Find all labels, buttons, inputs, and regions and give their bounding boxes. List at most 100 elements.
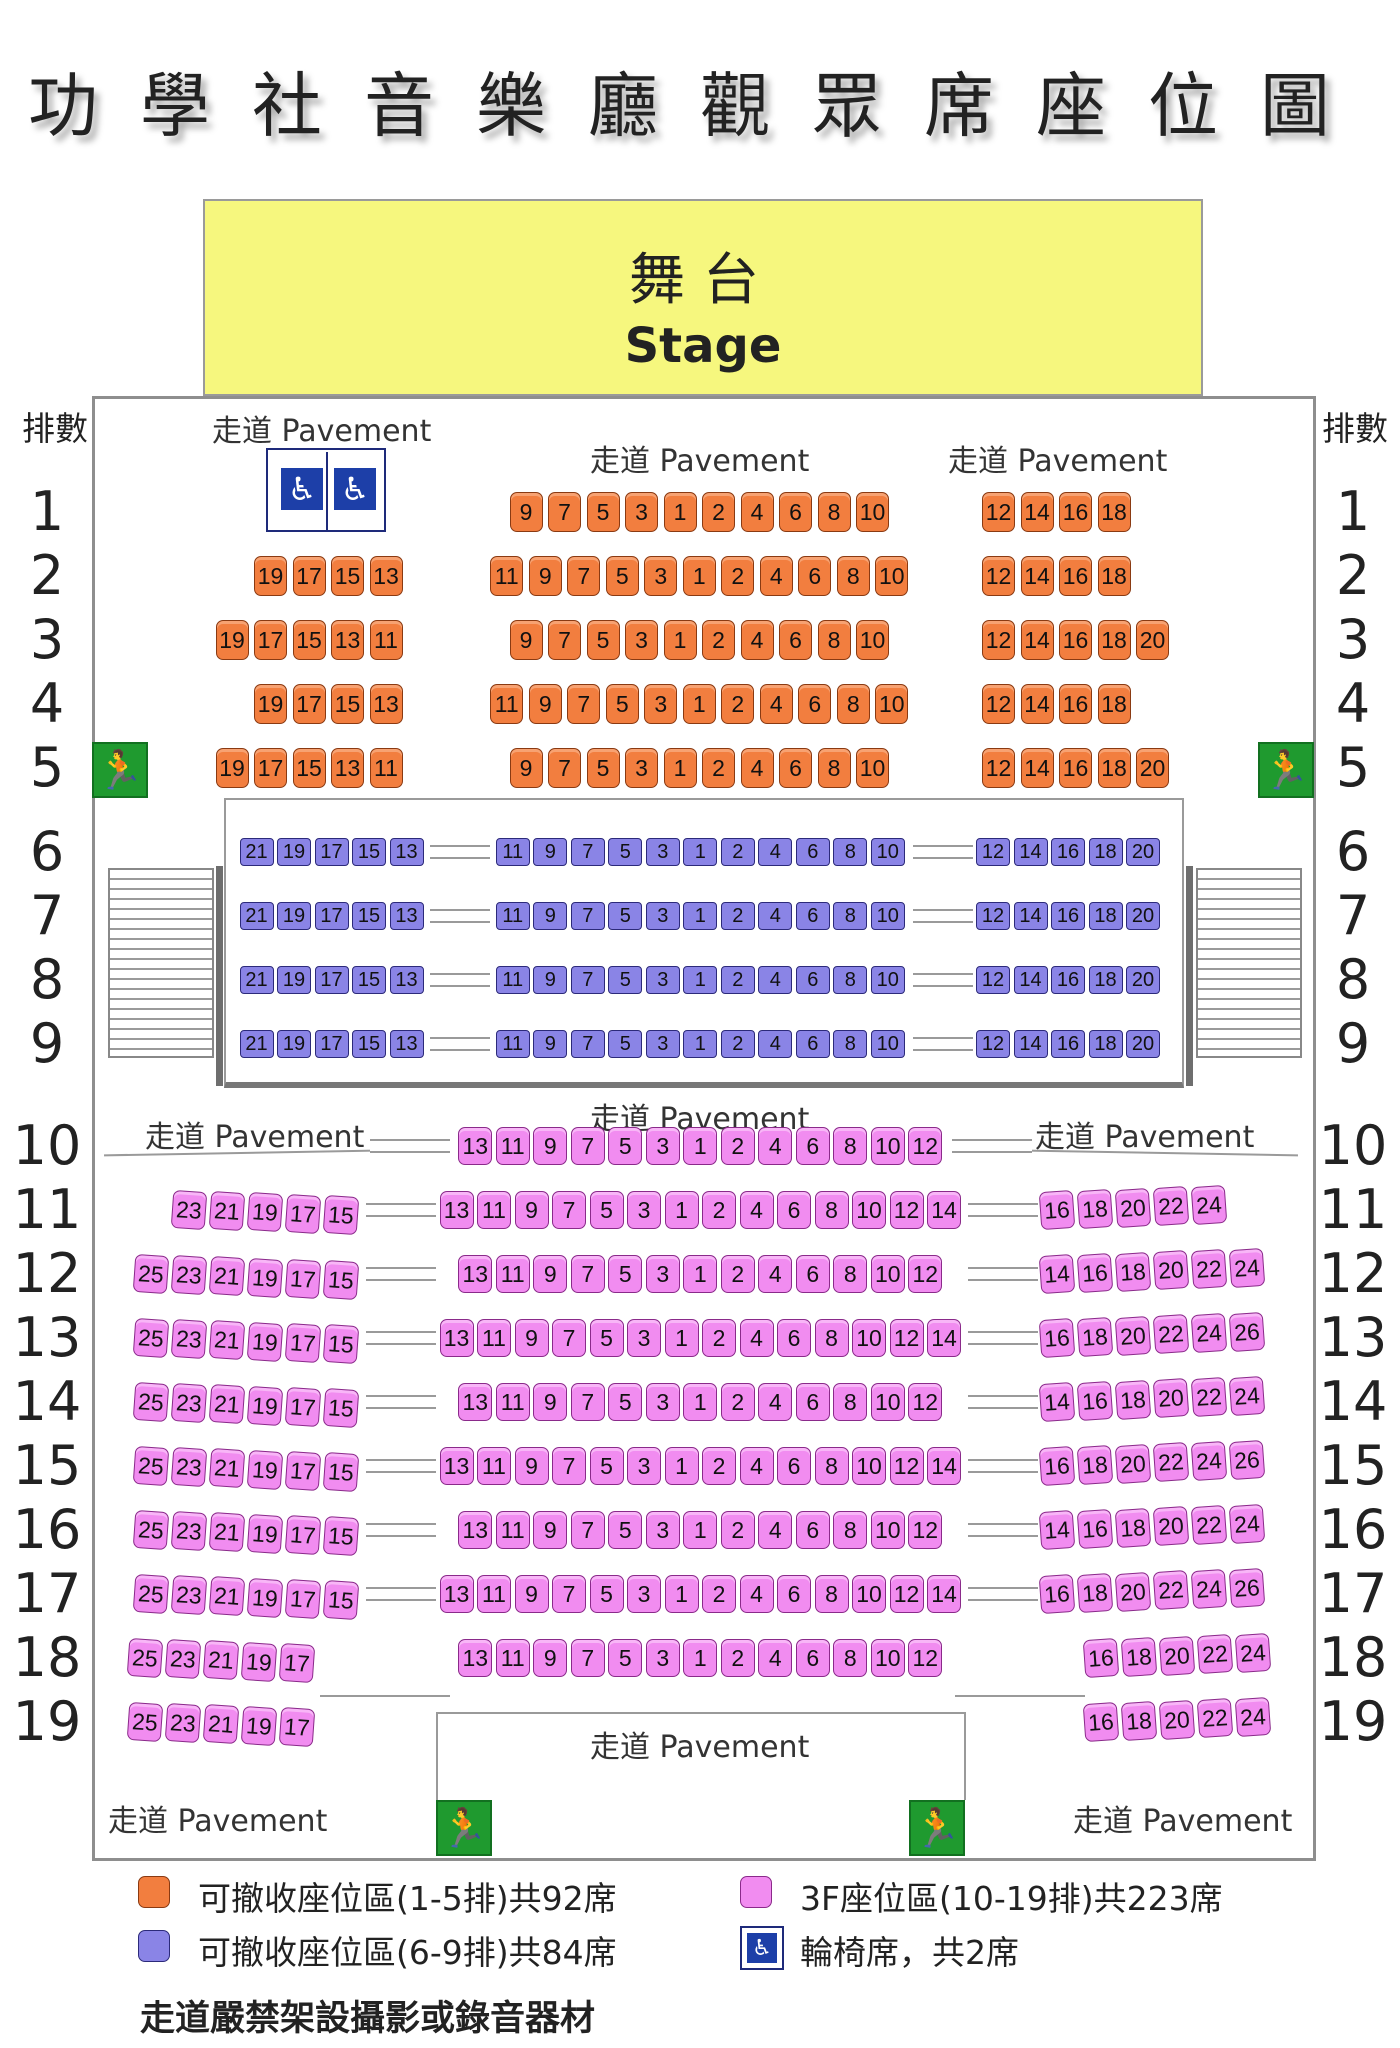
seat[interactable]: 5: [589, 1447, 624, 1485]
seat[interactable]: 24: [1190, 1185, 1228, 1226]
seat[interactable]: 21: [208, 1384, 246, 1425]
seat[interactable]: 13: [369, 684, 403, 724]
seat[interactable]: 17: [278, 1642, 316, 1683]
seat[interactable]: 22: [1190, 1377, 1228, 1418]
seat[interactable]: 14: [1038, 1253, 1076, 1295]
seat[interactable]: 25: [132, 1317, 170, 1359]
seat[interactable]: 13: [458, 1255, 493, 1293]
seat[interactable]: 3: [644, 684, 678, 724]
seat[interactable]: 11: [495, 838, 530, 866]
seat[interactable]: 10: [870, 1255, 905, 1293]
seat[interactable]: 1: [682, 684, 716, 724]
seat[interactable]: 21: [202, 1640, 240, 1681]
seat[interactable]: 9: [509, 492, 543, 532]
seat[interactable]: 6: [798, 556, 832, 596]
seat[interactable]: 17: [284, 1322, 322, 1363]
seat[interactable]: 6: [779, 748, 812, 788]
seat[interactable]: 22: [1152, 1570, 1190, 1611]
seat[interactable]: 11: [477, 1447, 511, 1485]
seat[interactable]: 3: [627, 1319, 661, 1357]
seat[interactable]: 2: [720, 1511, 755, 1549]
seat[interactable]: 1: [663, 620, 697, 660]
seat[interactable]: 2: [720, 1030, 755, 1058]
seat[interactable]: 17: [284, 1193, 322, 1234]
seat[interactable]: 20: [1158, 1699, 1196, 1740]
seat[interactable]: 4: [758, 1030, 793, 1058]
seat[interactable]: 4: [740, 620, 774, 660]
seat[interactable]: 8: [833, 1383, 868, 1421]
seat[interactable]: 16: [1059, 556, 1092, 596]
seat[interactable]: 1: [683, 966, 718, 994]
wheelchair-seating-area[interactable]: ♿ ♿: [266, 448, 386, 532]
seat[interactable]: 6: [777, 1191, 811, 1229]
seat[interactable]: 4: [758, 1639, 793, 1677]
seat[interactable]: 25: [126, 1637, 164, 1679]
seat[interactable]: 21: [208, 1448, 246, 1489]
seat[interactable]: 6: [795, 1127, 830, 1165]
seat[interactable]: 3: [645, 1511, 680, 1549]
seat[interactable]: 2: [721, 684, 755, 724]
seat[interactable]: 14: [927, 1319, 961, 1357]
seat[interactable]: 14: [1020, 556, 1054, 596]
seat[interactable]: 10: [870, 966, 905, 994]
seat[interactable]: 20: [1152, 1378, 1190, 1419]
seat[interactable]: 7: [567, 556, 601, 596]
seat[interactable]: 7: [570, 1030, 605, 1058]
seat[interactable]: 11: [495, 1383, 530, 1421]
seat[interactable]: 11: [369, 620, 403, 660]
seat[interactable]: 3: [645, 966, 680, 994]
seat[interactable]: 13: [458, 1511, 493, 1549]
seat[interactable]: 23: [170, 1255, 208, 1296]
seat[interactable]: 8: [833, 1639, 868, 1677]
seat[interactable]: 2: [702, 748, 735, 788]
seat[interactable]: 2: [720, 1255, 755, 1293]
seat[interactable]: 21: [208, 1256, 246, 1297]
seat[interactable]: 14: [1038, 1381, 1076, 1423]
seat[interactable]: 18: [1097, 748, 1131, 788]
seat[interactable]: 10: [875, 556, 909, 596]
seat[interactable]: 19: [277, 902, 311, 930]
seat[interactable]: 20: [1152, 1250, 1190, 1291]
seat[interactable]: 8: [814, 1191, 849, 1229]
seat[interactable]: 8: [833, 838, 868, 866]
seat[interactable]: 6: [777, 1447, 811, 1485]
seat[interactable]: 7: [552, 1319, 586, 1357]
seat[interactable]: 15: [322, 1323, 360, 1365]
seat[interactable]: 23: [164, 1703, 202, 1744]
seat[interactable]: 25: [126, 1701, 164, 1743]
seat[interactable]: 23: [170, 1511, 208, 1552]
seat[interactable]: 8: [836, 684, 870, 724]
seat[interactable]: 5: [608, 1255, 643, 1293]
seat[interactable]: 12: [976, 1030, 1010, 1058]
seat[interactable]: 21: [239, 966, 274, 994]
seat[interactable]: 13: [439, 1447, 474, 1485]
seat[interactable]: 7: [570, 1511, 605, 1549]
seat[interactable]: 12: [908, 1383, 943, 1421]
seat[interactable]: 1: [682, 556, 716, 596]
seat[interactable]: 17: [254, 620, 287, 660]
seat[interactable]: 19: [240, 1641, 278, 1682]
seat[interactable]: 10: [852, 1191, 886, 1229]
seat[interactable]: 4: [759, 684, 793, 724]
seat[interactable]: 19: [246, 1513, 284, 1554]
seat[interactable]: 18: [1097, 556, 1131, 596]
seat[interactable]: 12: [908, 1639, 943, 1677]
seat[interactable]: 4: [758, 902, 793, 930]
seat[interactable]: 9: [509, 620, 543, 660]
seat[interactable]: 19: [246, 1577, 284, 1618]
seat[interactable]: 18: [1120, 1636, 1158, 1677]
seat[interactable]: 16: [1051, 838, 1085, 866]
seat[interactable]: 2: [702, 492, 735, 532]
seat[interactable]: 20: [1126, 902, 1160, 930]
seat[interactable]: 19: [277, 966, 311, 994]
seat[interactable]: 15: [331, 556, 364, 596]
seat[interactable]: 16: [1051, 966, 1085, 994]
seat[interactable]: 1: [683, 1030, 718, 1058]
seat[interactable]: 12: [889, 1575, 924, 1613]
seat[interactable]: 8: [833, 966, 868, 994]
seat[interactable]: 18: [1097, 684, 1131, 724]
seat[interactable]: 23: [170, 1189, 208, 1231]
seat[interactable]: 20: [1126, 966, 1160, 994]
seat[interactable]: 25: [132, 1509, 170, 1551]
seat[interactable]: 13: [439, 1191, 474, 1229]
